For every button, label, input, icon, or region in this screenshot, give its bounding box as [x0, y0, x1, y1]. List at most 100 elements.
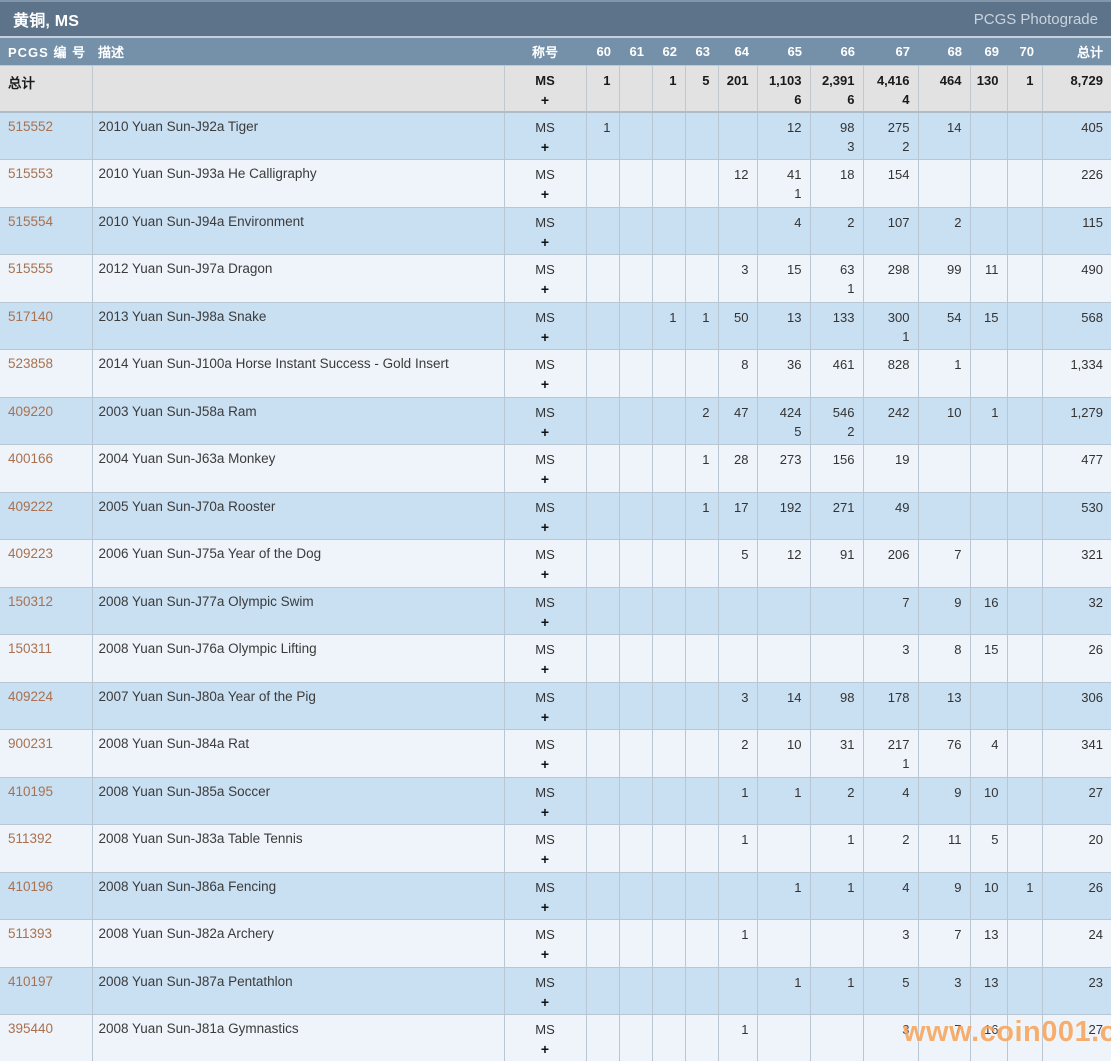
row-total-cell: 27: [1041, 776, 1111, 825]
grade-65-count-cell: [756, 919, 811, 968]
pcgs-number-link[interactable]: 409223: [0, 539, 93, 588]
grade-64-count-cell: 47: [717, 396, 758, 445]
pcgs-number-link[interactable]: 523858: [0, 349, 93, 398]
grade-68-count-cell: 54: [917, 301, 971, 350]
grade-61-count-cell: [618, 634, 653, 683]
coin-description: 2008 Yuan Sun-J76a Olympic Lifting: [91, 634, 505, 683]
designation-cell: MS +: [503, 491, 587, 540]
grade-62-count-cell: [651, 586, 686, 635]
photograde-link[interactable]: PCGS Photograde: [973, 10, 1098, 28]
grade-64-count-cell: 28: [717, 444, 758, 493]
grade-64-count-cell: 2: [717, 729, 758, 778]
grade-68-count-cell: 3: [917, 966, 971, 1015]
grade-66-count-cell: 156: [809, 444, 864, 493]
grade-70-count-cell: [1006, 824, 1043, 873]
grade-64-count-cell: 1: [717, 776, 758, 825]
grade-65-count-cell: 13: [756, 301, 811, 350]
grade-64-count-cell: 3: [717, 254, 758, 303]
grade-60-count-cell: [585, 586, 620, 635]
page-title: 黄铜, MS: [13, 13, 80, 30]
grade-68-count-cell: [917, 491, 971, 540]
grade-61-count-cell: [618, 444, 653, 493]
grade-64-count-cell: [717, 871, 758, 920]
pcgs-number-link[interactable]: 410195: [0, 776, 93, 825]
grade-69-count-cell: 10: [969, 776, 1008, 825]
pcgs-number-link[interactable]: 515552: [0, 111, 93, 160]
row-total-cell: 321: [1041, 539, 1111, 588]
table-row: 517140 2013 Yuan Sun-J98a Snake MS +1 1 50 13 1…: [0, 301, 1111, 350]
pcgs-number-link[interactable]: 515555: [0, 254, 93, 303]
grade-column-header-66: 66: [810, 38, 863, 65]
grade-66-count-cell: 18: [809, 159, 864, 208]
grade-61-count-cell: [618, 586, 653, 635]
coin-description: 2008 Yuan Sun-J84a Rat: [91, 729, 505, 778]
pcgs-number-link[interactable]: 395440: [0, 1014, 93, 1061]
grade-63-count-cell: [684, 634, 719, 683]
pcgs-number-link[interactable]: 410196: [0, 871, 93, 920]
grade-column-header-62: 62: [652, 38, 685, 65]
designation-cell: MS +: [503, 966, 587, 1015]
grade-65-count-cell: 1: [756, 871, 811, 920]
coin-description: 2008 Yuan Sun-J77a Olympic Swim: [91, 586, 505, 635]
pcgs-number-link[interactable]: 409222: [0, 491, 93, 540]
pcgs-number-link[interactable]: 400166: [0, 444, 93, 493]
grade-64-count-cell: [717, 206, 758, 255]
grade-67-count-cell: 217 1: [862, 729, 919, 778]
grade-60-count-cell: [585, 349, 620, 398]
grade-68-count-cell: 13: [917, 681, 971, 730]
coin-description: 2007 Yuan Sun-J80a Year of the Pig: [91, 681, 505, 730]
grade-61-count-cell: [618, 1014, 653, 1061]
grade-69-count-cell: [969, 111, 1008, 160]
grade-62-count-cell: [651, 539, 686, 588]
grade-69-count-cell: [969, 206, 1008, 255]
grade-65-count-cell: 15: [756, 254, 811, 303]
grade-67-count-cell: 4: [862, 776, 919, 825]
designation-cell: MS +: [503, 919, 587, 968]
grade-65-count-cell: [756, 1014, 811, 1061]
grade-column-header-60: 60: [586, 38, 619, 65]
grade-69-count-cell: 16: [969, 1014, 1008, 1061]
pcgs-number-link[interactable]: 409220: [0, 396, 93, 445]
pcgs-number-link[interactable]: 515554: [0, 206, 93, 255]
grade-60-count-cell: [585, 206, 620, 255]
pcgs-number-link[interactable]: 511392: [0, 824, 93, 873]
table-row: 409222 2005 Yuan Sun-J70a Rooster MS + 1 17 19…: [0, 491, 1111, 540]
pcgs-number-link[interactable]: 150311: [0, 634, 93, 683]
designation-cell: MS +: [503, 634, 587, 683]
designation-cell: MS +: [503, 396, 587, 445]
row-total-cell: 26: [1041, 634, 1111, 683]
pcgs-number-link[interactable]: 409224: [0, 681, 93, 730]
grade-68-count-cell: 464: [917, 64, 971, 113]
coin-description: 2008 Yuan Sun-J86a Fencing: [91, 871, 505, 920]
grade-64-count-cell: [717, 634, 758, 683]
pcgs-number-link[interactable]: 900231: [0, 729, 93, 778]
grade-column-header-65: 65: [757, 38, 810, 65]
grade-60-count-cell: 1: [585, 64, 620, 113]
grade-67-count-cell: 4: [862, 871, 919, 920]
pcgs-number-link[interactable]: 150312: [0, 586, 93, 635]
row-total-cell: 23: [1041, 966, 1111, 1015]
pcgs-number-link[interactable]: 517140: [0, 301, 93, 350]
grade-61-count-cell: [618, 491, 653, 540]
row-total-cell: 115: [1041, 206, 1111, 255]
grade-62-count-cell: 1: [651, 301, 686, 350]
grade-61-count-cell: [618, 824, 653, 873]
grade-68-count-cell: 2: [917, 206, 971, 255]
grade-60-count-cell: [585, 776, 620, 825]
grade-69-count-cell: [969, 539, 1008, 588]
table-row: 900231 2008 Yuan Sun-J84a Rat MS + 2 10 31 217 1…: [0, 729, 1111, 778]
grade-69-count-cell: 1: [969, 396, 1008, 445]
grade-68-count-cell: 76: [917, 729, 971, 778]
grade-64-count-cell: 3: [717, 681, 758, 730]
table-row: 511392 2008 Yuan Sun-J83a Table Tennis MS +…: [0, 824, 1111, 873]
grade-63-count-cell: [684, 871, 719, 920]
designation-cell: MS +: [503, 349, 587, 398]
pcgs-number-link[interactable]: 515553: [0, 159, 93, 208]
grade-65-count-cell: 10: [756, 729, 811, 778]
table-row: 409223 2006 Yuan Sun-J75a Year of the Dog…: [0, 539, 1111, 588]
pcgs-number-link[interactable]: 511393: [0, 919, 93, 968]
grade-64-count-cell: [717, 111, 758, 160]
pcgs-number-link[interactable]: 410197: [0, 966, 93, 1015]
grade-65-count-cell: 12: [756, 111, 811, 160]
grade-64-count-cell: 5: [717, 539, 758, 588]
